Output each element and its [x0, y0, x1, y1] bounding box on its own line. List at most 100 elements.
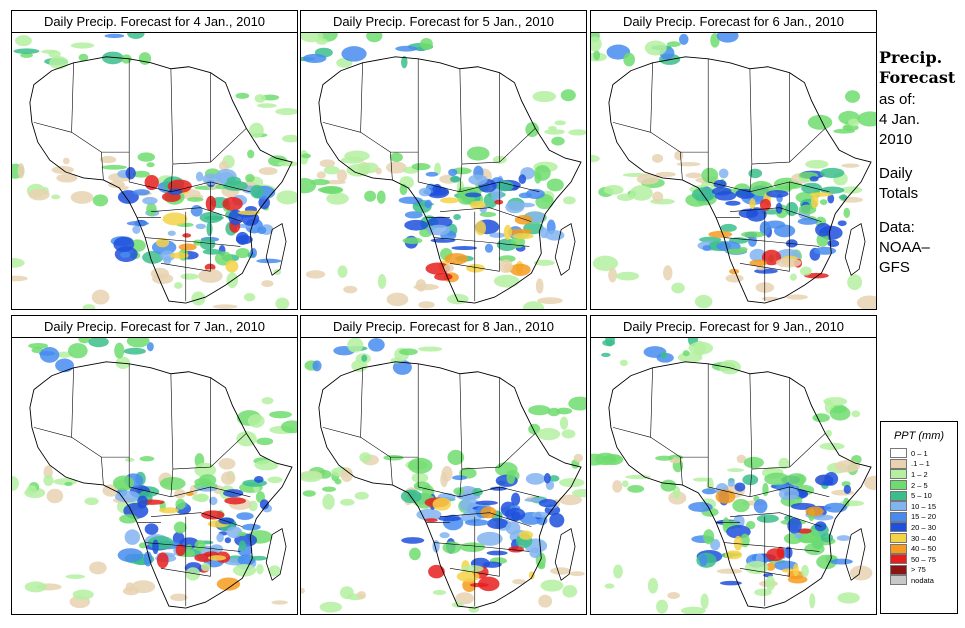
precip-area: [778, 457, 790, 470]
precip-area: [24, 581, 47, 593]
precip-area: [212, 304, 238, 309]
precip-area: [46, 488, 64, 504]
precip-area: [498, 259, 513, 273]
precip-area: [482, 561, 502, 568]
precip-area: [725, 200, 741, 206]
precip-area: [469, 582, 489, 588]
precip-area: [819, 199, 828, 205]
legend-label: .1 – 1: [911, 459, 930, 469]
precip-area: [186, 544, 193, 550]
madagascar-outline: [265, 222, 287, 276]
precip-area: [602, 339, 615, 347]
precip-area: [538, 594, 553, 608]
legend-swatch: [890, 458, 907, 469]
country-border: [170, 373, 174, 470]
country-border: [459, 164, 463, 192]
precip-area: [124, 529, 141, 545]
precip-area: [199, 211, 223, 224]
precip-area: [249, 122, 264, 138]
country-border: [418, 486, 540, 498]
precip-area: [377, 274, 387, 289]
precip-area: [749, 259, 768, 267]
precip-area: [117, 185, 129, 191]
coastline: [318, 56, 582, 304]
precip-area: [316, 38, 328, 45]
precip-map: [11, 32, 298, 310]
precip-area: [455, 592, 474, 605]
precip-area: [718, 168, 729, 179]
precip-area: [537, 428, 561, 441]
precip-area: [765, 575, 776, 591]
legend-item: > 75: [890, 564, 957, 576]
precip-area: [792, 563, 799, 577]
precip-area: [452, 475, 468, 481]
precip-area: [613, 564, 623, 579]
precip-area: [544, 129, 565, 135]
precip-area: [804, 542, 825, 556]
legend-item: 10 – 15: [890, 501, 957, 512]
precip-area: [621, 480, 629, 488]
legend-label: 1 – 2: [911, 469, 928, 479]
precip-area: [326, 192, 349, 205]
precip-area: [615, 271, 640, 281]
precip-area: [830, 558, 853, 565]
precip-area: [551, 136, 565, 146]
precip-area: [725, 274, 744, 283]
precip-area: [216, 533, 224, 543]
country-border: [170, 164, 174, 192]
coastline: [29, 361, 293, 609]
precip-area: [101, 164, 127, 170]
country-border: [33, 122, 72, 133]
precip-area: [155, 237, 170, 248]
precip-area: [749, 248, 766, 262]
precip-area: [820, 186, 845, 194]
precip-area: [528, 405, 551, 416]
precip-area: [402, 237, 423, 244]
precip-area: [514, 214, 533, 225]
precip-area: [753, 499, 768, 514]
coastline: [608, 56, 872, 304]
legend-swatch: [890, 575, 907, 586]
precip-area: [147, 535, 174, 550]
precip-area: [762, 482, 769, 497]
data-source: GFS: [879, 259, 910, 276]
precip-area: [506, 470, 516, 485]
legend-label: 50 – 75: [911, 554, 937, 564]
precip-area: [727, 468, 744, 473]
precip-area: [786, 294, 808, 300]
precip-area: [748, 168, 763, 179]
precip-area: [202, 248, 222, 255]
precip-map: [11, 337, 298, 615]
precip-area: [243, 293, 256, 302]
africa-precip-map: [12, 338, 297, 609]
precip-area: [797, 217, 818, 225]
precip-area: [438, 515, 461, 522]
precip-area: [302, 490, 316, 497]
country-border: [71, 367, 130, 458]
precip-area: [702, 245, 712, 251]
legend-item: .1 – 1: [890, 458, 957, 470]
precip-area: [424, 199, 432, 209]
precip-area: [146, 162, 155, 168]
precip-area: [518, 202, 536, 208]
country-border: [360, 367, 419, 458]
legend-label: 2 – 5: [911, 480, 928, 490]
precip-area: [273, 268, 282, 275]
precip-area: [801, 182, 823, 194]
precip-area: [754, 588, 772, 597]
precip-area: [569, 571, 585, 577]
country-border: [749, 373, 753, 470]
precip-area: [70, 42, 95, 49]
precip-area: [399, 348, 418, 356]
precip-area: [182, 233, 192, 238]
precip-area: [100, 155, 117, 164]
info-heading: Forecast: [879, 68, 956, 87]
country-border: [461, 433, 536, 470]
precip-area: [518, 530, 534, 540]
precip-area: [447, 449, 465, 465]
precip-area: [813, 246, 837, 255]
precip-area: [185, 567, 201, 581]
precip-area: [749, 198, 756, 210]
precip-area: [773, 560, 799, 571]
